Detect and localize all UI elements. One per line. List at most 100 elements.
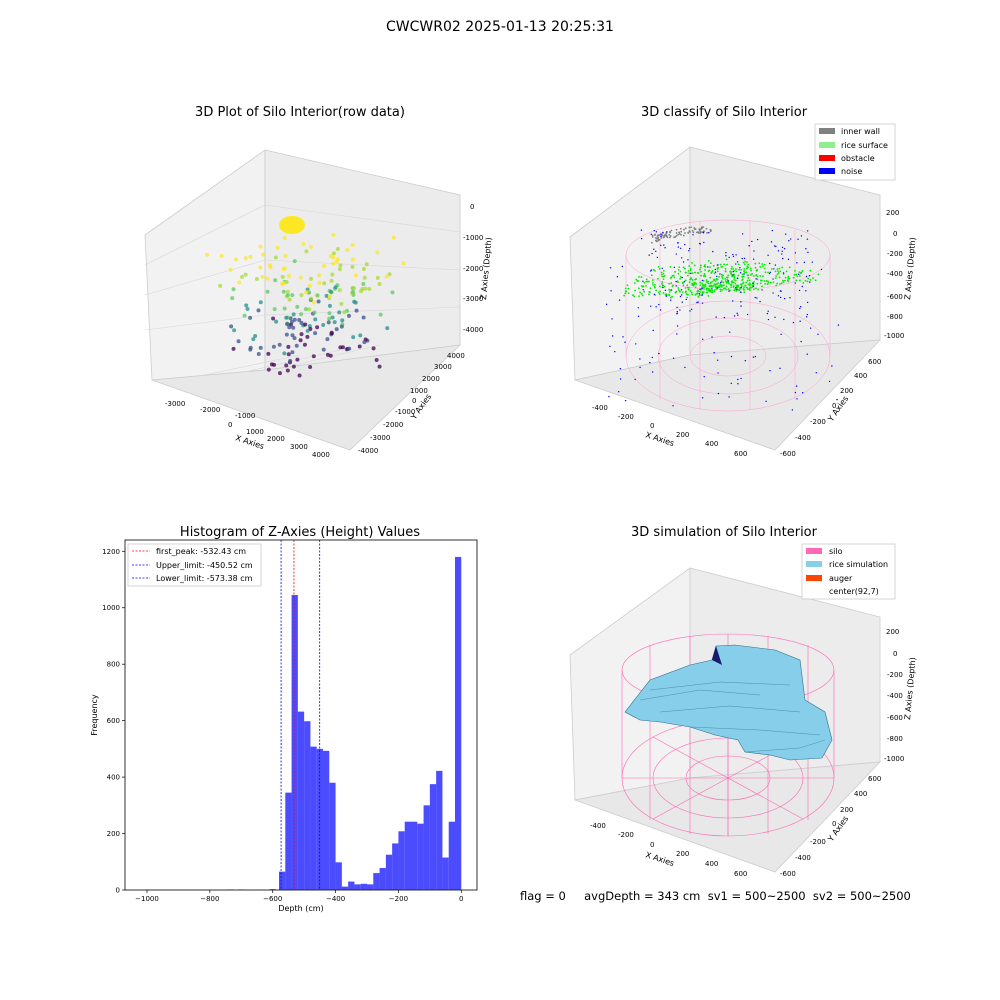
rice-surface-point (778, 267, 781, 270)
raw-data-point (272, 307, 277, 312)
noise-point (642, 280, 644, 282)
noise-point (650, 305, 652, 307)
raw-data-point (322, 263, 327, 268)
rice-surface-point (804, 279, 807, 282)
rice-surface-point (691, 293, 694, 296)
rice-surface-point (642, 285, 645, 288)
rice-surface-point (661, 275, 664, 278)
rice-surface-point (733, 279, 736, 281)
rice-surface-point (700, 270, 702, 273)
noise-point (728, 396, 730, 398)
raw-x-ticks: -3000 -2000 -1000 0 1000 2000 3000 4000 (165, 400, 330, 459)
rice-surface-point (704, 285, 707, 287)
rice-surface-point (650, 274, 653, 277)
raw-data-point (299, 320, 304, 325)
rice-surface-point (725, 276, 728, 279)
raw-point-cloud (205, 216, 406, 378)
rice-surface-point (775, 275, 778, 277)
raw-data-point (231, 287, 236, 292)
histogram-bar (238, 889, 245, 890)
rice-surface-point (679, 276, 682, 278)
noise-point (622, 336, 624, 338)
simulation-z-label: Z Axies (Depth) (903, 657, 917, 720)
inner-wall-point (669, 235, 672, 237)
raw-data-point (361, 315, 366, 320)
raw-data-point (229, 324, 234, 329)
rice-surface-point (721, 277, 724, 280)
noise-point (676, 333, 678, 335)
raw-data-point (261, 252, 266, 257)
rice-surface-point (662, 272, 665, 275)
noise-point (739, 267, 741, 269)
raw-data-point (338, 263, 343, 268)
raw-z-tick: 0 (470, 203, 474, 211)
noise-point (648, 254, 650, 256)
noise-point (737, 314, 739, 316)
rice-surface-point (688, 265, 691, 267)
raw-chart-title: 3D Plot of Silo Interior(row data) (195, 105, 405, 120)
noise-point (689, 310, 691, 312)
rice-surface-point (627, 292, 630, 295)
rice-surface-point (725, 282, 728, 285)
raw-y-tick: 2000 (422, 375, 440, 383)
rice-surface-point (731, 275, 733, 278)
rice-surface-point (627, 287, 630, 290)
rice-surface-point (767, 271, 769, 274)
noise-point (683, 281, 686, 283)
rice-surface-point (748, 287, 751, 290)
rice-surface-point (657, 265, 660, 268)
noise-point (664, 289, 667, 292)
rice-surface-point (669, 289, 672, 291)
noise-point (698, 242, 701, 245)
rice-surface-point (733, 276, 736, 279)
noise-point (740, 305, 742, 307)
raw-data-point (258, 244, 263, 249)
rice-surface-point (707, 289, 710, 292)
noise-point (685, 298, 687, 301)
noise-point (796, 262, 798, 264)
rice-surface-point (741, 273, 744, 276)
simulation-y-tick: 600 (868, 775, 881, 783)
classify-legend: inner wall rice surface obstacle noise (814, 123, 896, 181)
noise-point (651, 252, 653, 255)
histogram-y-label: Frequency (90, 694, 99, 736)
rice-surface-point (741, 278, 744, 281)
rice-surface-point (702, 280, 705, 282)
raw-data-point (273, 255, 278, 260)
raw-data-point (322, 281, 327, 286)
raw-data-point (363, 286, 368, 291)
noise-point (642, 289, 644, 291)
legend-label: silo (829, 547, 843, 556)
rice-surface-point (735, 289, 738, 292)
noise-point (806, 238, 809, 240)
rice-surface-point (762, 275, 764, 278)
raw-data-point (327, 311, 332, 316)
noise-point (769, 271, 771, 274)
noise-point (687, 259, 689, 261)
noise-point (714, 271, 717, 273)
rice-surface-point (776, 273, 779, 276)
rice-surface-point (709, 276, 712, 279)
raw-data-point (311, 354, 316, 359)
raw-data-point (285, 322, 290, 327)
noise-point (697, 301, 699, 303)
raw-data-point (248, 315, 253, 320)
noise-point (737, 378, 739, 381)
rice-surface-point (742, 287, 745, 290)
raw-data-point (271, 316, 276, 321)
rice-surface-point (624, 292, 627, 295)
noise-point (653, 293, 656, 296)
rice-surface-point (679, 277, 682, 280)
raw-data-point (248, 254, 253, 259)
inner-wall-point (680, 230, 683, 233)
raw-data-point (312, 310, 317, 315)
rice-surface-point (705, 279, 708, 281)
simulation-y-ticks: -600 -400 -200 0 200 400 600 (780, 775, 881, 878)
raw-data-point (258, 300, 263, 305)
raw-data-point (303, 322, 308, 327)
noise-point (716, 275, 718, 278)
rice-surface-point (716, 267, 719, 270)
inner-wall-point (700, 231, 703, 234)
noise-point (735, 286, 737, 289)
noise-point (716, 359, 719, 361)
